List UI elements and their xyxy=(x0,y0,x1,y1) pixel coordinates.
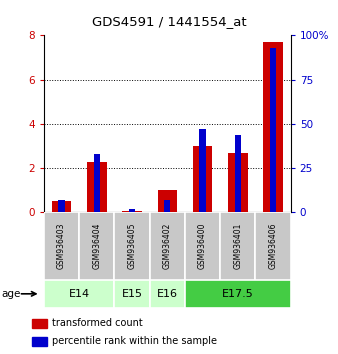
Text: E16: E16 xyxy=(157,289,178,299)
Bar xyxy=(32,337,47,346)
Bar xyxy=(270,48,276,212)
Text: GSM936400: GSM936400 xyxy=(198,223,207,269)
Text: GSM936401: GSM936401 xyxy=(233,223,242,269)
Text: GSM936406: GSM936406 xyxy=(269,223,277,269)
Bar xyxy=(220,212,256,280)
Text: GSM936405: GSM936405 xyxy=(127,223,137,269)
Bar xyxy=(185,280,291,308)
Bar xyxy=(256,212,291,280)
Text: GSM936404: GSM936404 xyxy=(92,223,101,269)
Bar xyxy=(228,153,247,212)
Bar xyxy=(52,201,71,212)
Bar xyxy=(122,211,142,212)
Text: GSM936402: GSM936402 xyxy=(163,223,172,269)
Bar xyxy=(158,190,177,212)
Text: GDS4591 / 1441554_at: GDS4591 / 1441554_at xyxy=(92,15,246,28)
Text: E14: E14 xyxy=(69,289,90,299)
Bar xyxy=(150,212,185,280)
Text: E15: E15 xyxy=(122,289,143,299)
Bar xyxy=(87,161,106,212)
Bar xyxy=(32,319,47,328)
Text: GSM936403: GSM936403 xyxy=(57,223,66,269)
Bar xyxy=(263,42,283,212)
Bar xyxy=(185,212,220,280)
Bar xyxy=(235,135,241,212)
Bar xyxy=(115,280,150,308)
Text: transformed count: transformed count xyxy=(52,318,143,328)
Bar xyxy=(115,212,150,280)
Bar xyxy=(199,129,206,212)
Bar xyxy=(150,280,185,308)
Bar xyxy=(44,212,79,280)
Bar xyxy=(129,209,135,212)
Text: age: age xyxy=(2,289,21,299)
Text: percentile rank within the sample: percentile rank within the sample xyxy=(52,336,217,346)
Text: E17.5: E17.5 xyxy=(222,289,254,299)
Bar xyxy=(193,146,212,212)
Bar xyxy=(164,200,170,212)
Bar xyxy=(58,200,65,212)
Bar xyxy=(79,212,115,280)
Bar xyxy=(94,154,100,212)
Bar xyxy=(44,280,115,308)
